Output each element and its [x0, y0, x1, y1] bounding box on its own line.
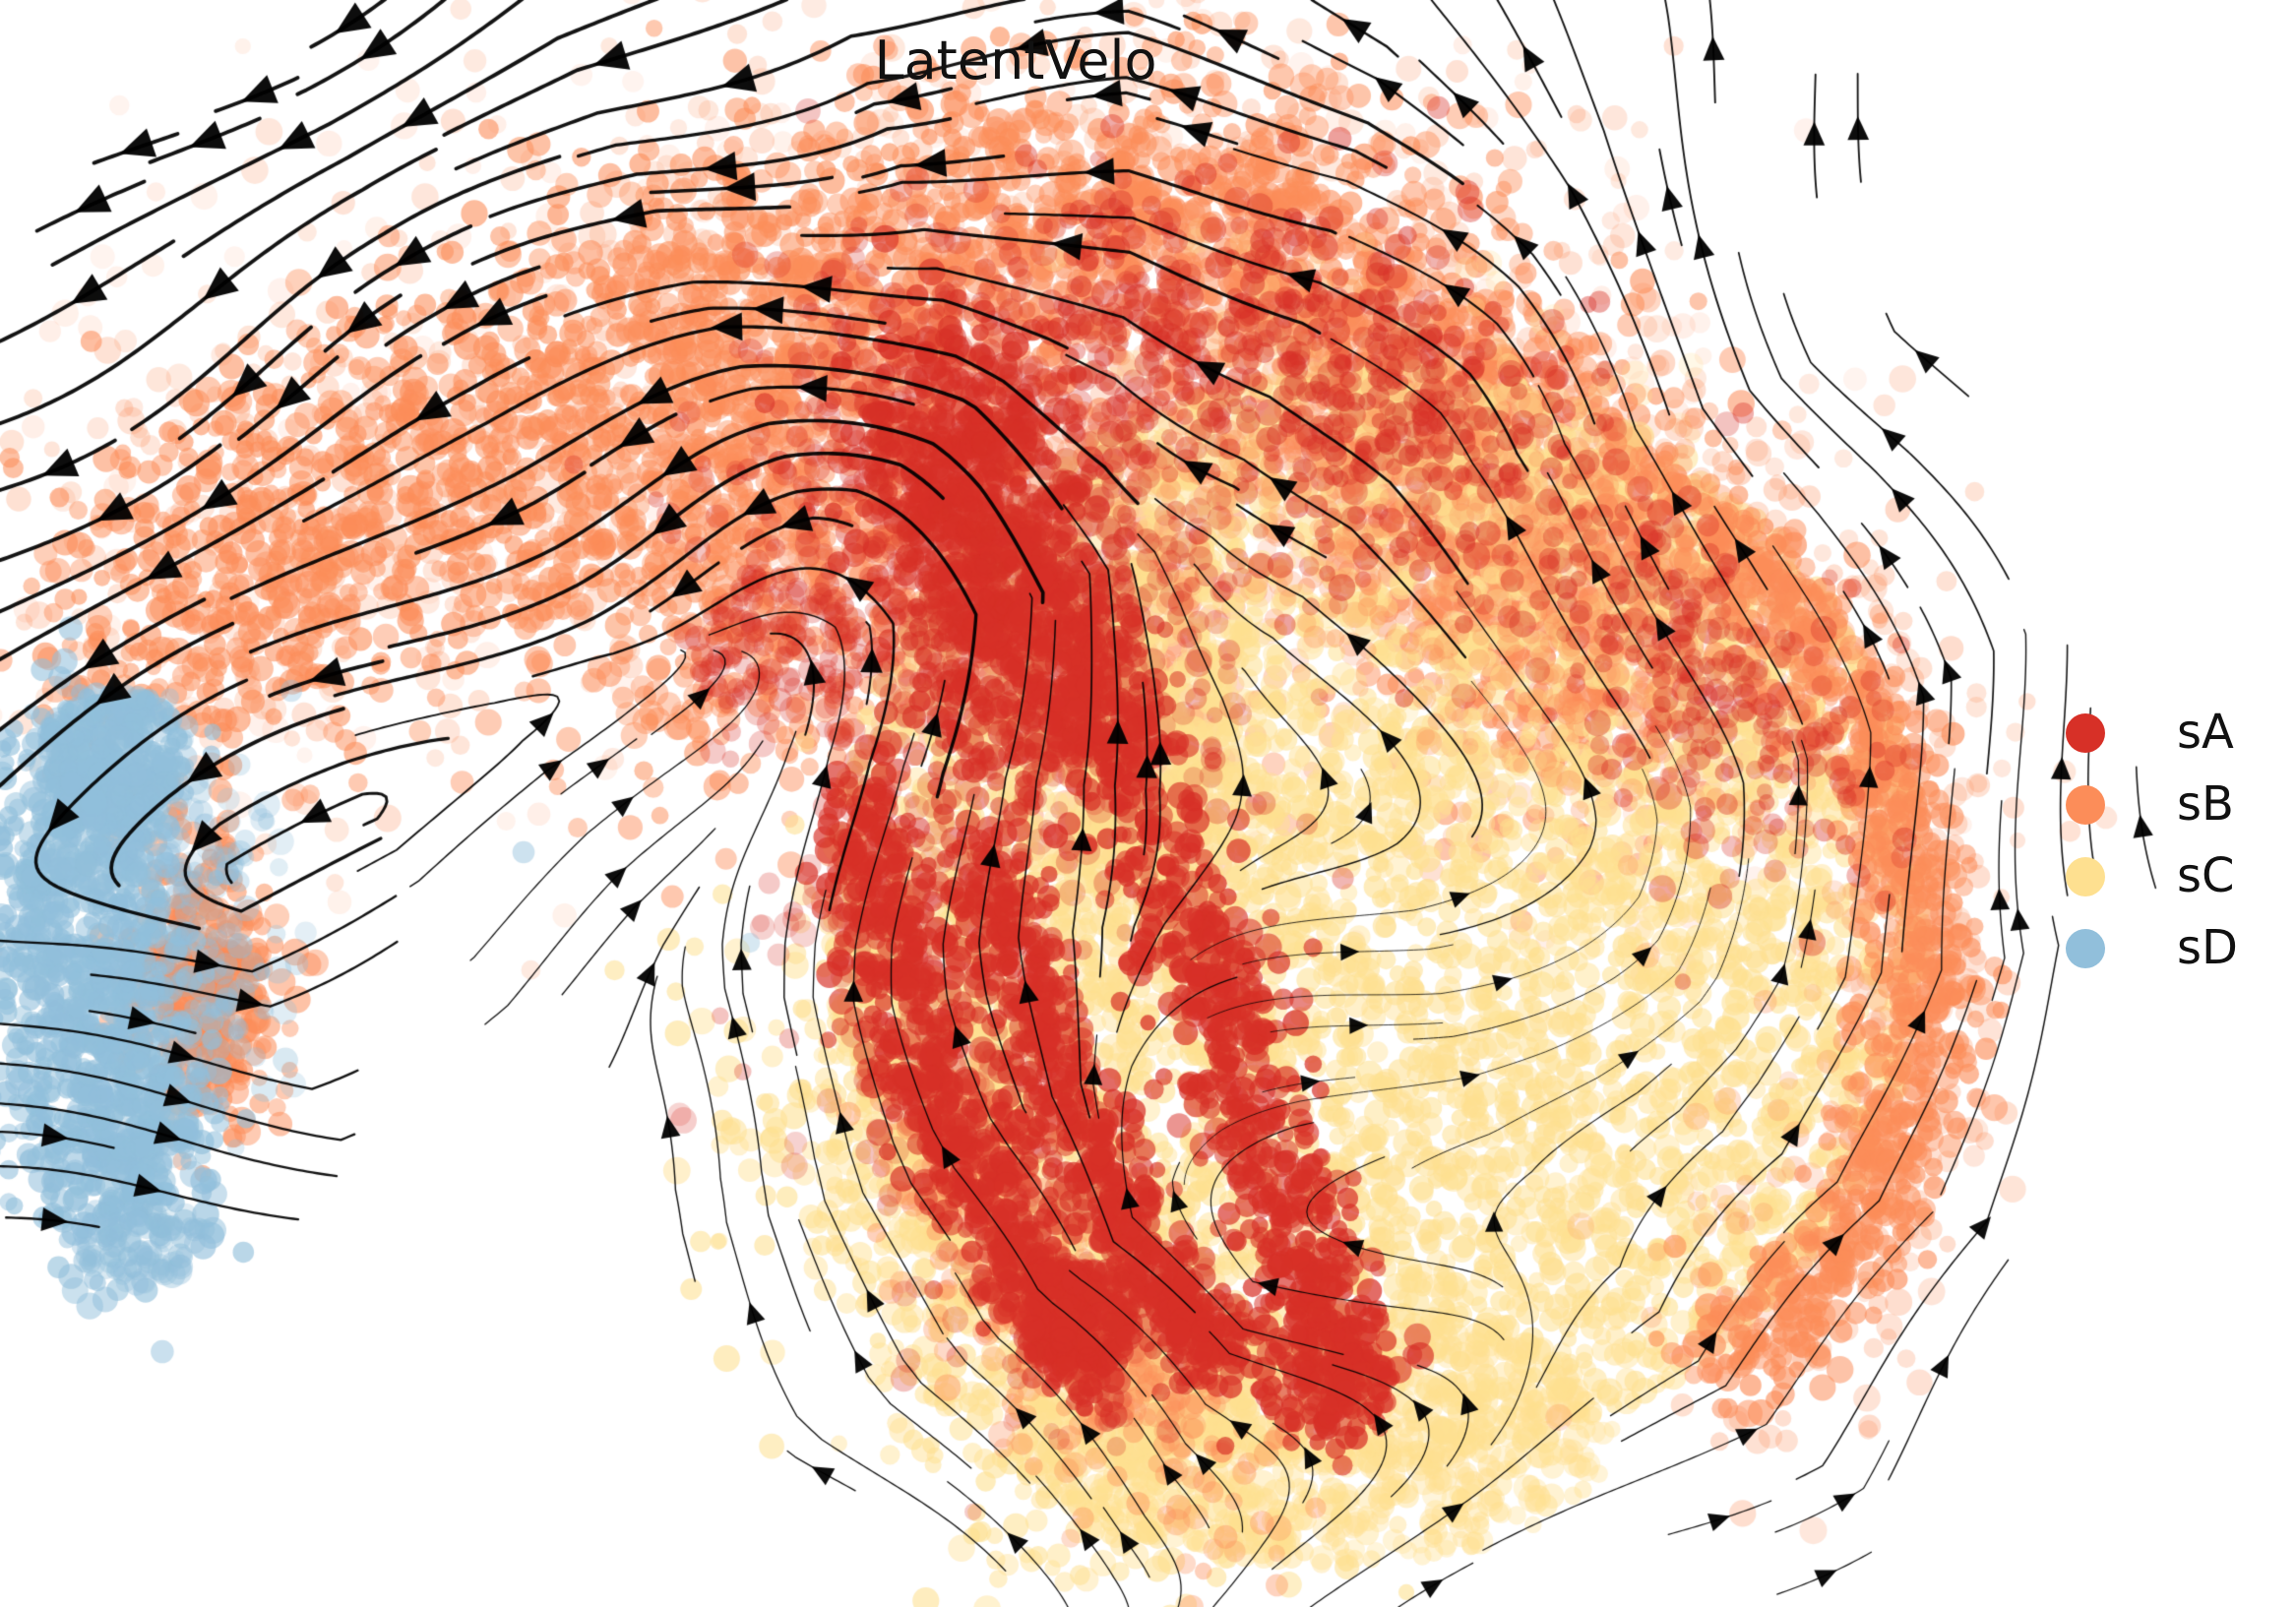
- legend-swatch-sC-icon: [2066, 856, 2105, 896]
- legend: sA sB sC sD: [2066, 697, 2238, 984]
- legend-item-sD: sD: [2066, 912, 2238, 984]
- legend-label-sB: sB: [2177, 776, 2234, 832]
- legend-label-sD: sD: [2177, 920, 2238, 975]
- legend-label-sC: sC: [2177, 848, 2235, 903]
- plot-title: LatentVelo: [874, 30, 1157, 92]
- legend-item-sB: sB: [2066, 769, 2238, 840]
- legend-swatch-sA-icon: [2066, 712, 2105, 753]
- legend-swatch-sD-icon: [2066, 928, 2105, 968]
- legend-item-sC: sC: [2066, 840, 2238, 912]
- legend-item-sA: sA: [2066, 697, 2238, 769]
- legend-label-sA: sA: [2177, 705, 2234, 760]
- legend-swatch-sB-icon: [2066, 784, 2105, 825]
